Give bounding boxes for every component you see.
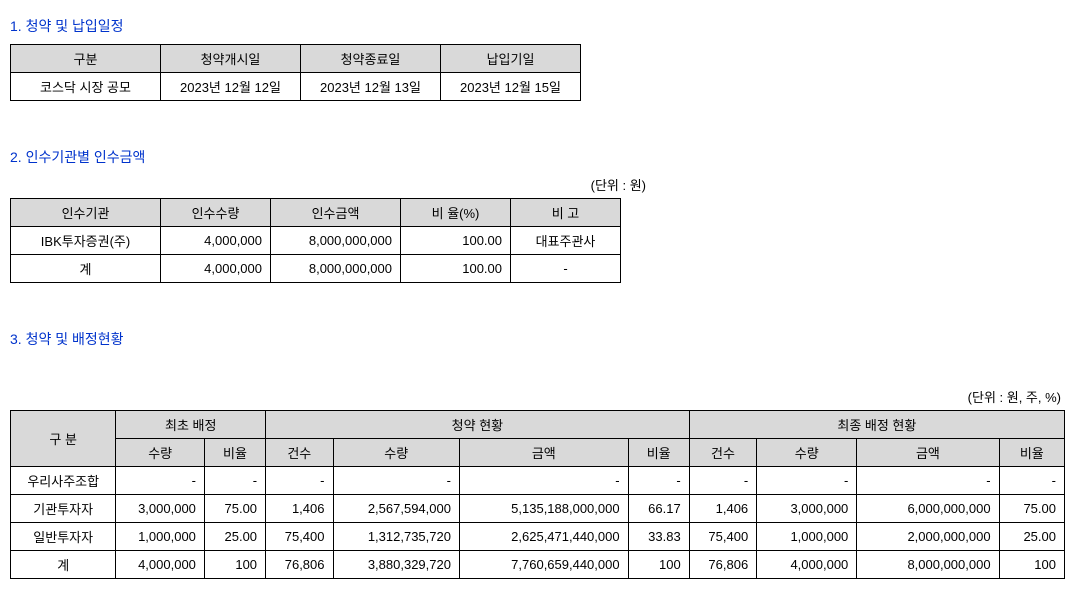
t3-r0-fcnt: - bbox=[689, 467, 756, 495]
t3-h-gubun: 구 분 bbox=[11, 411, 116, 467]
t3-sh6: 건수 bbox=[689, 439, 756, 467]
t1-h2: 청약종료일 bbox=[301, 45, 441, 73]
t3-r3-iqty: 4,000,000 bbox=[116, 551, 205, 579]
t2-r0-org: IBK투자증권(주) bbox=[11, 227, 161, 255]
t1-r0c3: 2023년 12월 15일 bbox=[441, 73, 581, 101]
t3-sh4: 금액 bbox=[459, 439, 628, 467]
t3-r1-iqty: 3,000,000 bbox=[116, 495, 205, 523]
t3-sh9: 비율 bbox=[999, 439, 1064, 467]
t3-r3-fqty: 4,000,000 bbox=[757, 551, 857, 579]
t2-r1-org: 계 bbox=[11, 255, 161, 283]
t3-r0-famt: - bbox=[857, 467, 999, 495]
table-row: 우리사주조합 - - - - - - - - - - bbox=[11, 467, 1065, 495]
t1-r0c1: 2023년 12월 12일 bbox=[161, 73, 301, 101]
table-row: 계 4,000,000 8,000,000,000 100.00 - bbox=[11, 255, 621, 283]
schedule-table: 구분 청약개시일 청약종료일 납입기일 코스닥 시장 공모 2023년 12월 … bbox=[10, 44, 581, 101]
t3-r1-sqty: 2,567,594,000 bbox=[333, 495, 459, 523]
t3-r0-label: 우리사주조합 bbox=[11, 467, 116, 495]
t3-r3-label: 계 bbox=[11, 551, 116, 579]
t3-sh0: 수량 bbox=[116, 439, 205, 467]
t1-r0c2: 2023년 12월 13일 bbox=[301, 73, 441, 101]
t3-r3-ir: 100 bbox=[204, 551, 265, 579]
t3-r0-samt: - bbox=[459, 467, 628, 495]
t3-r2-fcnt: 75,400 bbox=[689, 523, 756, 551]
t2-r1-ratio: 100.00 bbox=[401, 255, 511, 283]
t3-h-init: 최초 배정 bbox=[116, 411, 266, 439]
t2-r0-ratio: 100.00 bbox=[401, 227, 511, 255]
section3-unit: (단위 : 원, 주, %) bbox=[10, 387, 1065, 406]
section1-title: 1. 청약 및 납입일정 bbox=[10, 16, 1065, 36]
t3-r2-scnt: 75,400 bbox=[266, 523, 333, 551]
t3-r2-fr: 25.00 bbox=[999, 523, 1064, 551]
t2-r0-qty: 4,000,000 bbox=[161, 227, 271, 255]
t3-r0-iqty: - bbox=[116, 467, 205, 495]
t2-r0-note: 대표주관사 bbox=[511, 227, 621, 255]
t3-r1-fcnt: 1,406 bbox=[689, 495, 756, 523]
t2-h1: 인수수량 bbox=[161, 199, 271, 227]
table-row: 기관투자자 3,000,000 75.00 1,406 2,567,594,00… bbox=[11, 495, 1065, 523]
table-row: 코스닥 시장 공모 2023년 12월 12일 2023년 12월 13일 20… bbox=[11, 73, 581, 101]
t3-h-sub: 청약 현황 bbox=[266, 411, 690, 439]
t3-r1-fqty: 3,000,000 bbox=[757, 495, 857, 523]
t2-h0: 인수기관 bbox=[11, 199, 161, 227]
t3-r1-fr: 75.00 bbox=[999, 495, 1064, 523]
t3-h-final: 최종 배정 현황 bbox=[689, 411, 1064, 439]
t3-r0-ir: - bbox=[204, 467, 265, 495]
t3-r2-iqty: 1,000,000 bbox=[116, 523, 205, 551]
t3-r2-samt: 2,625,471,440,000 bbox=[459, 523, 628, 551]
t3-r3-fcnt: 76,806 bbox=[689, 551, 756, 579]
t3-r2-label: 일반투자자 bbox=[11, 523, 116, 551]
t3-sh3: 수량 bbox=[333, 439, 459, 467]
t2-r1-note: - bbox=[511, 255, 621, 283]
t3-r3-fr: 100 bbox=[999, 551, 1064, 579]
t3-sh1: 비율 bbox=[204, 439, 265, 467]
table-row: 계 4,000,000 100 76,806 3,880,329,720 7,7… bbox=[11, 551, 1065, 579]
t3-sh5: 비율 bbox=[628, 439, 689, 467]
t3-r0-sr: - bbox=[628, 467, 689, 495]
t3-r3-samt: 7,760,659,440,000 bbox=[459, 551, 628, 579]
t3-r0-scnt: - bbox=[266, 467, 333, 495]
t2-r1-qty: 4,000,000 bbox=[161, 255, 271, 283]
t3-r2-sr: 33.83 bbox=[628, 523, 689, 551]
section2-unit: (단위 : 원) bbox=[10, 175, 650, 194]
t3-r3-scnt: 76,806 bbox=[266, 551, 333, 579]
t3-r1-famt: 6,000,000,000 bbox=[857, 495, 999, 523]
t3-r2-ir: 25.00 bbox=[204, 523, 265, 551]
t3-sh8: 금액 bbox=[857, 439, 999, 467]
t3-r3-sqty: 3,880,329,720 bbox=[333, 551, 459, 579]
section3-title: 3. 청약 및 배정현황 bbox=[10, 329, 1065, 349]
t3-r1-label: 기관투자자 bbox=[11, 495, 116, 523]
section2-title: 2. 인수기관별 인수금액 bbox=[10, 147, 1065, 167]
t3-r1-samt: 5,135,188,000,000 bbox=[459, 495, 628, 523]
t1-h3: 납입기일 bbox=[441, 45, 581, 73]
t3-r3-sr: 100 bbox=[628, 551, 689, 579]
t3-sh2: 건수 bbox=[266, 439, 333, 467]
t3-r2-famt: 2,000,000,000 bbox=[857, 523, 999, 551]
allocation-table: 구 분 최초 배정 청약 현황 최종 배정 현황 수량 비율 건수 수량 금액 … bbox=[10, 410, 1065, 579]
t3-r2-sqty: 1,312,735,720 bbox=[333, 523, 459, 551]
t2-r1-amt: 8,000,000,000 bbox=[271, 255, 401, 283]
t1-h0: 구분 bbox=[11, 45, 161, 73]
t3-r1-ir: 75.00 bbox=[204, 495, 265, 523]
t2-h2: 인수금액 bbox=[271, 199, 401, 227]
t3-r0-sqty: - bbox=[333, 467, 459, 495]
t1-r0c0: 코스닥 시장 공모 bbox=[11, 73, 161, 101]
t3-r0-fr: - bbox=[999, 467, 1064, 495]
t2-h4: 비 고 bbox=[511, 199, 621, 227]
table-row: 일반투자자 1,000,000 25.00 75,400 1,312,735,7… bbox=[11, 523, 1065, 551]
table-row: IBK투자증권(주) 4,000,000 8,000,000,000 100.0… bbox=[11, 227, 621, 255]
t3-r1-scnt: 1,406 bbox=[266, 495, 333, 523]
t2-h3: 비 율(%) bbox=[401, 199, 511, 227]
t3-sh7: 수량 bbox=[757, 439, 857, 467]
t1-h1: 청약개시일 bbox=[161, 45, 301, 73]
t3-r0-fqty: - bbox=[757, 467, 857, 495]
t2-r0-amt: 8,000,000,000 bbox=[271, 227, 401, 255]
underwriter-table: 인수기관 인수수량 인수금액 비 율(%) 비 고 IBK투자증권(주) 4,0… bbox=[10, 198, 621, 283]
t3-r1-sr: 66.17 bbox=[628, 495, 689, 523]
t3-r2-fqty: 1,000,000 bbox=[757, 523, 857, 551]
t3-r3-famt: 8,000,000,000 bbox=[857, 551, 999, 579]
